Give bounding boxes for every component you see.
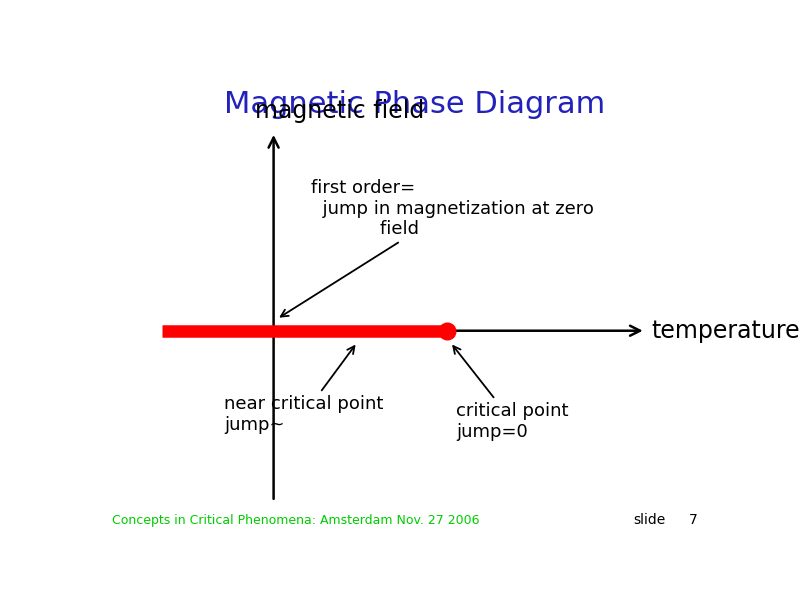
Text: Concepts in Critical Phenomena: Amsterdam Nov. 27 2006: Concepts in Critical Phenomena: Amsterda… [112, 514, 480, 527]
Text: near critical point
jump~: near critical point jump~ [224, 346, 383, 434]
Text: slide: slide [634, 513, 666, 527]
Text: first order=
  jump in magnetization at zero
            field: first order= jump in magnetization at ze… [281, 179, 594, 317]
Text: 7: 7 [689, 513, 698, 527]
Text: critical point
jump=0: critical point jump=0 [454, 346, 569, 441]
Text: temperature: temperature [652, 319, 800, 343]
Text: Magnetic Phase Diagram: Magnetic Phase Diagram [224, 91, 606, 119]
Text: magnetic field: magnetic field [255, 99, 424, 123]
